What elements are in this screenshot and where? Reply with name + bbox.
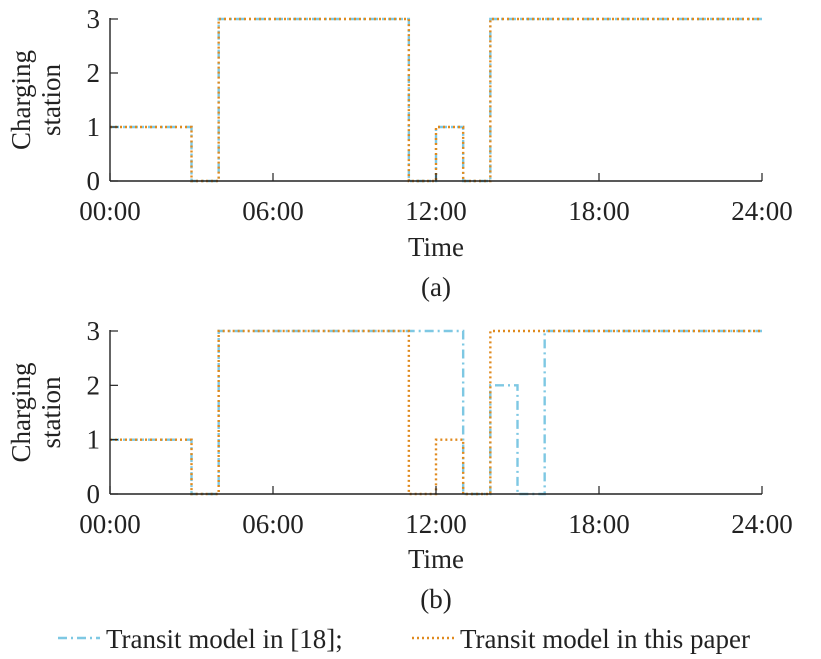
panel-b: 0 1 2 3 00:00 06:00 12:00 18:00 24:00 Time Chargin… [6,316,793,614]
y-tick-label: 3 [87,316,101,346]
y-axis-title-line: station [36,64,66,136]
y-axis-title-line: Charging [6,50,36,150]
x-axis-title: Time [408,232,464,262]
y-axis-title-line: station [36,376,66,448]
x-tick-label: 00:00 [79,509,141,539]
y-axis-title-line: Charging [6,363,36,463]
x-tick-label: 18:00 [568,196,630,226]
x-tick-label: 18:00 [568,509,630,539]
x-tick-label: 24:00 [731,196,793,226]
series-line-transit-model-this-paper [110,329,762,496]
x-tick-label: 24:00 [731,509,793,539]
y-tick-label: 2 [87,370,101,400]
x-tick-label: 06:00 [242,509,304,539]
series-line-transit-model-18 [110,17,762,183]
panel-label: (a) [421,272,451,302]
x-tick-label: 00:00 [79,196,141,226]
y-tick-label: 0 [87,166,101,196]
y-tick-label: 2 [87,58,101,88]
legend-label-transit-model-18: Transit model in [18]; [106,624,343,654]
legend: Transit model in [18]; Transit model in … [58,624,750,654]
x-tick-label: 12:00 [405,196,467,226]
x-axis-title: Time [408,544,464,574]
panel-a: 0 1 2 3 00:00 06:00 12:00 18:00 24:00 Time Chargin… [6,4,793,302]
y-tick-label: 3 [87,4,101,34]
y-tick-label: 1 [87,425,101,455]
y-tick-label: 0 [87,479,101,509]
y-tick-label: 1 [87,112,101,142]
panel-label: (b) [420,584,451,614]
x-tick-label: 06:00 [242,196,304,226]
x-tick-label: 12:00 [405,509,467,539]
legend-label-transit-model-this-paper: Transit model in this paper [460,624,750,654]
